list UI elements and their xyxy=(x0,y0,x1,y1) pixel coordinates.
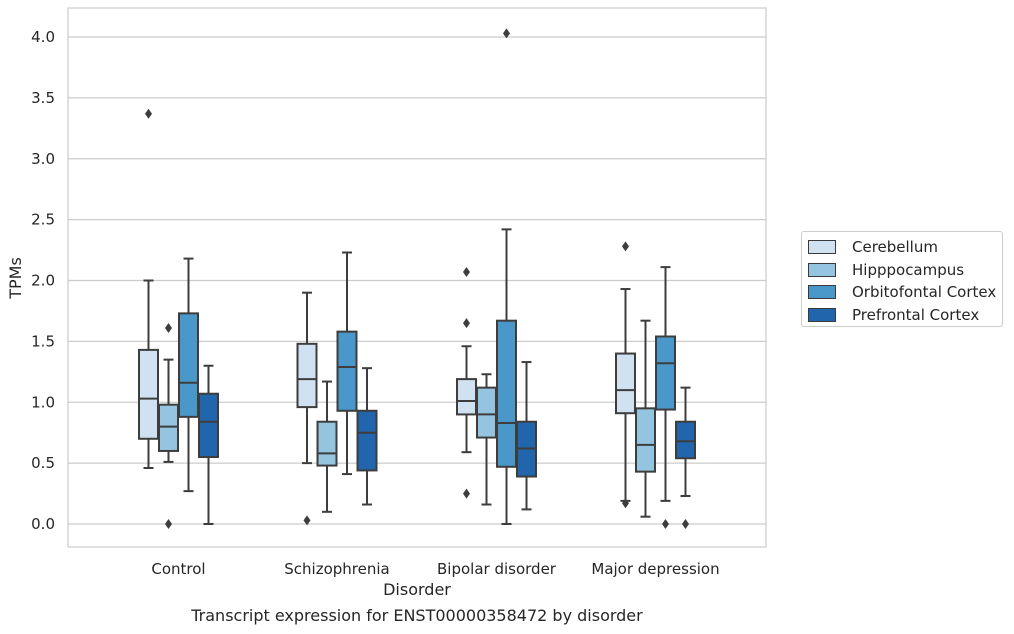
iqr-box xyxy=(655,335,676,411)
y-tick-label: 2.0 xyxy=(31,272,55,290)
y-tick-label: 3.0 xyxy=(31,150,55,168)
box-hipppocampus-3 xyxy=(635,319,656,518)
x-axis-title: Disorder xyxy=(383,580,451,599)
box-cerebellum-0 xyxy=(138,108,159,469)
legend-label: Hipppocampus xyxy=(852,260,965,279)
iqr-box xyxy=(675,420,696,460)
outlier-point xyxy=(622,241,629,252)
outlier-point xyxy=(662,519,669,529)
box-orbitofontal-cortex-3 xyxy=(655,266,676,529)
legend-label: Cerebellum xyxy=(852,238,938,257)
outlier-point xyxy=(463,318,470,329)
legend-item: Hipppocampus xyxy=(808,259,1002,282)
box-hipppocampus-2 xyxy=(476,373,497,506)
outlier-point xyxy=(303,515,311,526)
legend-label: Prefrontal Cortex xyxy=(852,305,980,324)
iqr-box xyxy=(356,409,378,472)
y-tick-label: 2.5 xyxy=(31,211,55,229)
box-orbitofontal-cortex-2 xyxy=(496,28,517,525)
x-tick-labels: Control Schizophrenia Bipolar disorder Majo… xyxy=(151,560,719,578)
x-tick-label: Control xyxy=(151,560,205,578)
box-prefrontal-cortex-3 xyxy=(675,386,696,529)
boxes xyxy=(138,28,696,529)
y-tick-label: 1.0 xyxy=(31,393,55,411)
y-tick-label: 0.0 xyxy=(31,515,55,533)
legend-swatch xyxy=(808,285,836,300)
box-prefrontal-cortex-2 xyxy=(516,361,537,511)
iqr-box xyxy=(138,348,159,440)
iqr-box xyxy=(476,386,497,439)
outlier-point xyxy=(503,28,510,39)
outlier-point xyxy=(165,322,172,333)
plot-frame xyxy=(67,7,767,548)
x-tick-label: Schizophrenia xyxy=(284,560,389,578)
y-tick-labels: 0.0 0.5 1.0 1.5 2.0 2.5 3.0 3.5 4.0 xyxy=(31,28,55,533)
box-prefrontal-cortex-1 xyxy=(356,367,378,506)
iqr-box xyxy=(158,403,179,452)
outlier-point xyxy=(145,108,152,119)
iqr-box xyxy=(615,352,636,415)
outlier-point xyxy=(463,266,470,277)
box-cerebellum-3 xyxy=(615,241,636,509)
legend-item: Prefrontal Cortex xyxy=(808,304,1002,327)
iqr-box xyxy=(296,342,318,409)
box-hipppocampus-0 xyxy=(158,322,179,529)
iqr-box xyxy=(336,330,358,412)
y-tick-label: 4.0 xyxy=(31,28,55,46)
iqr-box xyxy=(198,392,219,459)
legend-swatch xyxy=(808,240,836,255)
x-tick-label: Major depression xyxy=(591,560,719,578)
legend: Cerebellum Hipppocampus Orbitofontal Corte… xyxy=(801,231,1003,327)
y-tick-label: 0.5 xyxy=(31,454,55,472)
legend-swatch xyxy=(808,262,836,277)
y-axis-title: TPMs xyxy=(6,257,25,300)
figure-caption: Transcript expression for ENST0000035847… xyxy=(191,606,643,625)
outlier-point xyxy=(463,488,470,499)
legend-item: Orbitofontal Cortex xyxy=(808,281,1002,304)
box-hipppocampus-1 xyxy=(316,380,338,513)
iqr-box xyxy=(456,378,477,416)
iqr-box xyxy=(178,312,199,418)
legend-item: Cerebellum xyxy=(808,236,1002,259)
legend-swatch xyxy=(808,307,836,322)
iqr-box xyxy=(496,319,517,468)
legend-label: Orbitofontal Cortex xyxy=(852,283,997,302)
iqr-box xyxy=(316,420,338,467)
box-orbitofontal-cortex-1 xyxy=(336,251,358,476)
outlier-point xyxy=(682,519,689,529)
outlier-point xyxy=(622,498,629,509)
y-tick-label: 3.5 xyxy=(31,89,55,107)
box-prefrontal-cortex-0 xyxy=(198,364,219,525)
y-tick-label: 1.5 xyxy=(31,332,55,350)
box-orbitofontal-cortex-0 xyxy=(178,257,199,493)
box-cerebellum-2 xyxy=(456,266,477,499)
x-tick-label: Bipolar disorder xyxy=(437,560,557,578)
iqr-box xyxy=(635,407,656,473)
box-cerebellum-1 xyxy=(296,291,318,526)
outlier-point xyxy=(165,519,172,529)
